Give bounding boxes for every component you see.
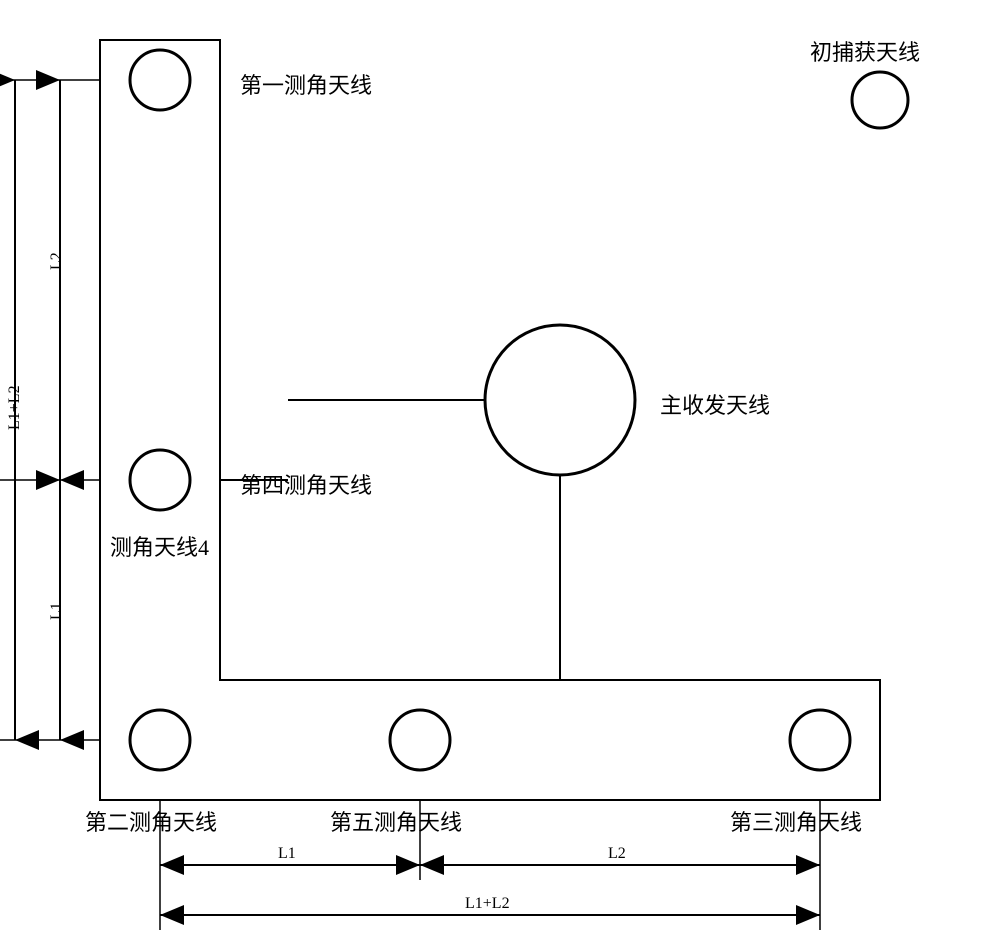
angle4-label: 第四测角天线 (240, 468, 372, 500)
angle5-label: 第五测角天线 (330, 805, 462, 837)
angle1-label: 第一测角天线 (240, 68, 372, 100)
angle-antenna-4 (130, 450, 190, 510)
dim-h-l2-label: L2 (608, 845, 626, 863)
angle-antenna-5 (390, 710, 450, 770)
dim-h-l1-label: L1 (278, 845, 296, 863)
angle3-label: 第三测角天线 (730, 805, 862, 837)
angle4-extra-label: 测角天线4 (110, 530, 209, 562)
angle-antenna-1 (130, 50, 190, 110)
main-antenna-label: 主收发天线 (660, 388, 770, 420)
angle2-label: 第二测角天线 (85, 805, 217, 837)
dim-v-l1-label: L1 (48, 602, 66, 620)
capture-antenna-label: 初捕获天线 (810, 35, 920, 67)
main-antenna (485, 325, 635, 475)
dim-v-l2-label: L2 (48, 252, 66, 270)
dim-v-l1l2-label: L1+L2 (6, 385, 24, 430)
dim-h-l1l2-label: L1+L2 (465, 895, 510, 913)
angle-antenna-3 (790, 710, 850, 770)
angle-antenna-2 (130, 710, 190, 770)
capture-antenna (852, 72, 908, 128)
